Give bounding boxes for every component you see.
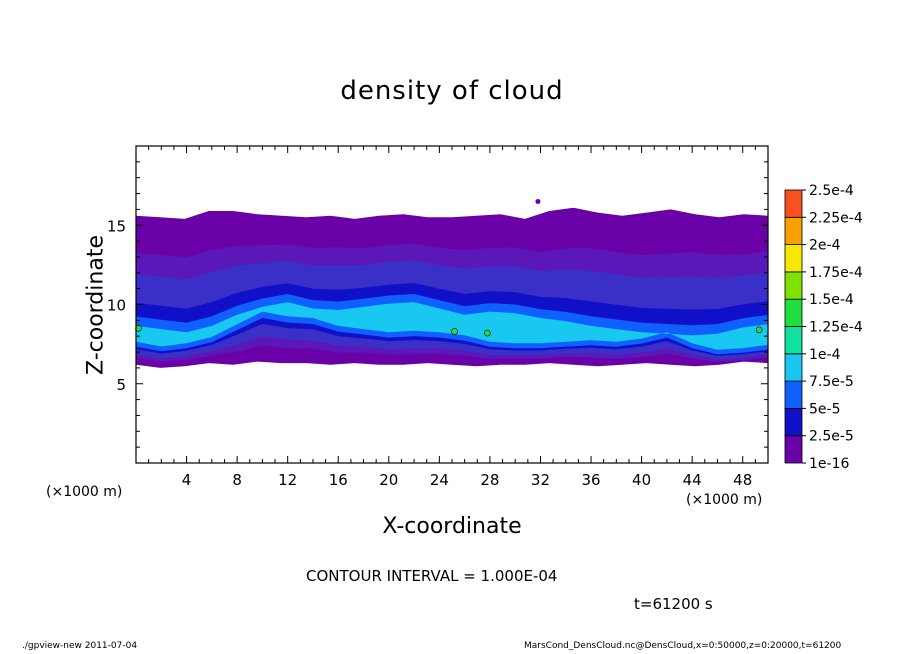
x-tick-label: 12 (278, 471, 297, 489)
contour-interval-label: CONTOUR INTERVAL = 1.000E-04 (306, 567, 558, 585)
colorbar-swatch (784, 298, 803, 327)
footer-program-date: ./gpview-new 2011-07-04 (22, 641, 138, 651)
x-tick-label: 24 (430, 471, 449, 489)
x-tick-label: 44 (683, 471, 702, 489)
chart-title: density of cloud (340, 76, 564, 106)
colorbar-label: 1.5e-4 (809, 292, 854, 308)
isolated-cloud-spot (535, 198, 541, 204)
x-axis-label: X-coordinate (382, 514, 522, 539)
x-tick-label: 40 (632, 471, 651, 489)
colorbar-label: 2.25e-4 (809, 210, 863, 226)
cloud-core (136, 302, 768, 350)
y-axis-ticks: 5 10 15 (107, 161, 768, 448)
colorbar-label: 7.5e-5 (809, 374, 854, 390)
x-tick-label: 36 (581, 471, 600, 489)
colorbar-swatch (784, 216, 803, 246)
footer-data-source: MarsCond_DensCloud.nc@DensCloud,x=0:5000… (524, 641, 842, 651)
colorbar-label: 1e-4 (809, 347, 841, 363)
y-axis-label: Z-coordinate (83, 235, 109, 375)
x-tick-label: 28 (480, 471, 499, 489)
x-tick-label: 4 (182, 471, 192, 489)
colorbar-swatch (784, 326, 803, 355)
colorbar-label: 1e-16 (809, 456, 849, 472)
colorbar-label: 1.25e-4 (809, 320, 863, 336)
cloud-density-field (135, 198, 768, 368)
colorbar-swatch (784, 244, 803, 273)
x-tick-label: 32 (531, 471, 550, 489)
y-tick-label: 10 (107, 297, 126, 315)
x-tick-label: 48 (733, 471, 752, 489)
colorbar-label: 5e-5 (809, 401, 840, 417)
colorbar-label: 2.5e-5 (809, 429, 854, 445)
x-axis-unit-right: (×1000 m) (686, 492, 763, 508)
colorbar-swatch (784, 407, 803, 437)
time-label: t=61200 s (634, 595, 713, 613)
high-density-spot (755, 326, 763, 334)
x-axis-ticks: 4 8 12 16 20 24 28 32 36 40 44 48 (148, 146, 756, 489)
high-density-spot (451, 328, 458, 335)
colorbar-swatch (784, 435, 803, 464)
colorbar: 1e-16 2.5e-5 5e-5 7.5e-5 1e-4 1.25e-4 1.5e-4 1.… (784, 183, 863, 472)
x-tick-label: 20 (379, 471, 398, 489)
x-tick-label: 8 (232, 471, 242, 489)
y-tick-label: 15 (107, 217, 126, 235)
x-axis-unit-left: (×1000 m) (46, 484, 123, 500)
y-tick-label: 5 (116, 376, 126, 394)
colorbar-swatch (784, 271, 803, 300)
colorbar-swatch (784, 353, 803, 382)
colorbar-swatch (784, 189, 803, 218)
high-density-spot (484, 329, 491, 337)
x-tick-label: 16 (329, 471, 348, 489)
colorbar-label: 2.5e-4 (809, 183, 854, 199)
colorbar-swatch (784, 380, 803, 409)
colorbar-label: 2e-4 (809, 238, 841, 254)
colorbar-label: 1.75e-4 (809, 265, 863, 281)
